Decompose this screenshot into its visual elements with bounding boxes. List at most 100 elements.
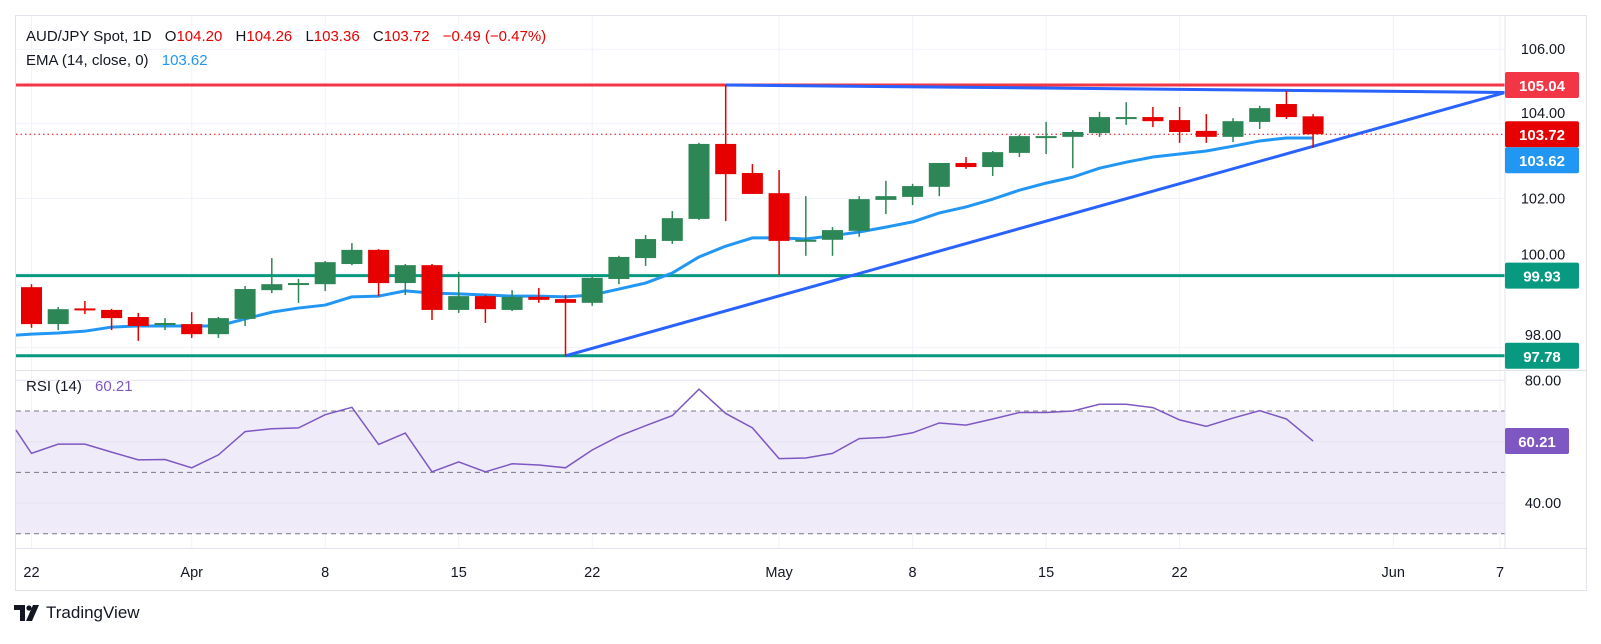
time-tick-label: 15 [1038,565,1054,581]
low-label: L [305,28,314,45]
support-1-label: 99.93 [1523,269,1561,286]
candle-body-up [795,239,817,242]
price-tick-label: 100.00 [1521,248,1565,264]
candle-body-up [581,277,603,303]
time-tick-label: Apr [180,565,203,581]
candle-body-down [955,162,977,168]
candle-body-down [368,249,390,284]
time-tick-label: 22 [584,565,600,581]
candle-body-down [528,296,550,300]
descending-trendline [725,83,1506,94]
candle-body-down [715,143,737,175]
candle-body-up [848,199,870,231]
candle-body-down [474,296,496,310]
candle-body-down [741,173,763,194]
ema-legend: EMA (14, close, 0) 103.62 [26,52,208,69]
price-labels: 105.04 99.93 97.78 103.72 103.62 60.21 [1505,72,1579,455]
ema-label[interactable]: EMA (14, close, 0) [26,52,149,69]
high-label: H [235,28,247,45]
ema-value: 103.62 [161,52,208,69]
resistance-label: 105.04 [1519,78,1566,95]
candle-body-down [1275,104,1297,118]
candle-body-up [1089,117,1110,134]
time-tick-label: 7 [1496,565,1504,581]
candle-body-up [1115,117,1137,120]
candle-body-down [181,324,203,335]
tradingview-logo-icon [14,605,39,621]
last-price-label: 103.72 [1519,127,1565,144]
time-tick-label: 15 [451,565,467,581]
time-tick-label: 8 [909,565,917,581]
candle-body-up [608,256,630,279]
open-label: O [164,28,177,45]
candle-body-up [661,218,683,241]
price-tick-label: 104.00 [1521,106,1565,122]
candle-body-down [21,287,42,325]
candle-body-up [822,230,843,240]
candle-body-up [1222,121,1244,137]
candle-body-up [1035,136,1057,139]
time-tick-label: May [765,565,793,581]
candle-body-down [1195,130,1217,137]
open-value: 104.20 [176,28,223,45]
rsi-pane [15,379,1505,535]
close-value: 103.72 [383,28,430,45]
candle-body-up [394,265,416,284]
rsi-line [15,388,1314,473]
candle-body-up [288,283,309,286]
symbol-legend: AUD/JPY Spot, 1D O104.20 H104.26 L103.36… [26,28,546,45]
price-tick-label: 102.00 [1521,191,1565,207]
price-tick-label: 106.00 [1521,42,1565,58]
rsi-legend: RSI (14) 60.21 [26,378,133,395]
time-tick-label: Jun [1382,565,1405,581]
ema-price-label: 103.62 [1519,153,1565,170]
rsi-tick-label: 80.00 [1525,373,1561,389]
low-value: 103.36 [313,28,360,45]
candle-body-up [1062,131,1084,137]
time-tick-label: 22 [1172,565,1188,581]
candle-body-up [1249,108,1271,122]
candle-body-down [1169,120,1191,132]
high-value: 104.26 [246,28,293,45]
candle-body-up [875,196,897,200]
candle-body-down [1142,117,1164,122]
candle-body-up [1008,136,1030,153]
candle-body-up [341,249,363,265]
time-tick-label: 8 [321,565,329,581]
price-pane [15,83,1506,358]
support-1-label-box [1505,262,1579,289]
axes: 22 Apr 8 15 22 May 8 15 22 Jun 7 106.00 104.00 102.00… [16,16,1586,581]
candle-body-down [768,193,790,241]
close-label: C [372,28,384,45]
candle-body-down [421,265,443,310]
candle-body-up [314,262,336,285]
time-tick-label: 22 [23,565,39,581]
resistance-label-box [1505,72,1579,98]
tradingview-wordmark: TradingView [46,603,140,622]
candle-body-down [101,309,123,319]
candle-body-up [902,186,924,197]
candle-body-up [688,143,710,219]
candle-body-down [74,308,96,311]
candle-body-up [154,322,176,325]
tradingview-logo[interactable]: TradingView [14,603,140,623]
candle-body-up [207,318,229,335]
rsi-label[interactable]: RSI (14) [26,378,82,395]
candle-body-up [234,289,256,319]
candle-body-down [1302,116,1324,135]
candle-body-up [928,162,950,187]
candle-body-up [448,296,470,310]
support-2-label: 97.78 [1523,349,1561,366]
rsi-band [16,411,1505,534]
rsi-value: 60.21 [95,378,133,395]
candle-body-down [127,317,149,326]
candle-body-down [555,299,576,303]
candle-body-up [635,239,657,259]
rsi-value-label-box [1505,428,1569,455]
candle-body-up [501,296,523,310]
symbol-title[interactable]: AUD/JPY Spot, 1D [26,28,152,45]
ascending-trendline [565,91,1506,358]
ema-price-label-box [1505,147,1579,174]
change-value: −0.49 (−0.47%) [442,28,547,45]
